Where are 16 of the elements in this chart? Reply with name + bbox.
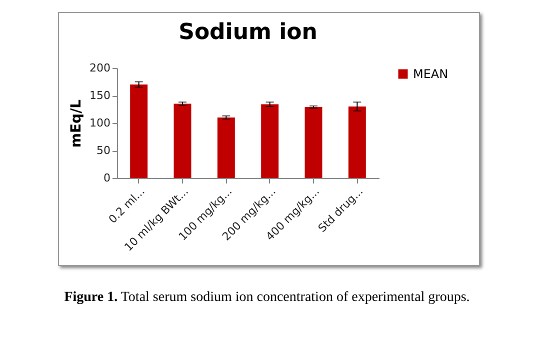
y-tick-label: 200 [90, 62, 110, 74]
chart-title: Sodium ion [178, 20, 318, 45]
legend-label: MEAN [413, 67, 448, 81]
x-tick-label: 0.2 ml... [106, 184, 148, 226]
y-tick-label: 50 [96, 144, 110, 157]
y-tick-label: 0 [104, 172, 110, 184]
bar [130, 84, 148, 178]
caption: Figure 1. Total serum sodium ion concentration of experimental groups. [63, 290, 471, 306]
bar [174, 104, 192, 178]
bar [348, 106, 366, 178]
y-tick-label: 150 [90, 89, 110, 102]
y-axis-title: mEq/L [68, 99, 85, 148]
bar [261, 104, 279, 178]
y-tick-label: 100 [90, 116, 110, 130]
bar [304, 107, 322, 178]
bar [217, 118, 235, 178]
